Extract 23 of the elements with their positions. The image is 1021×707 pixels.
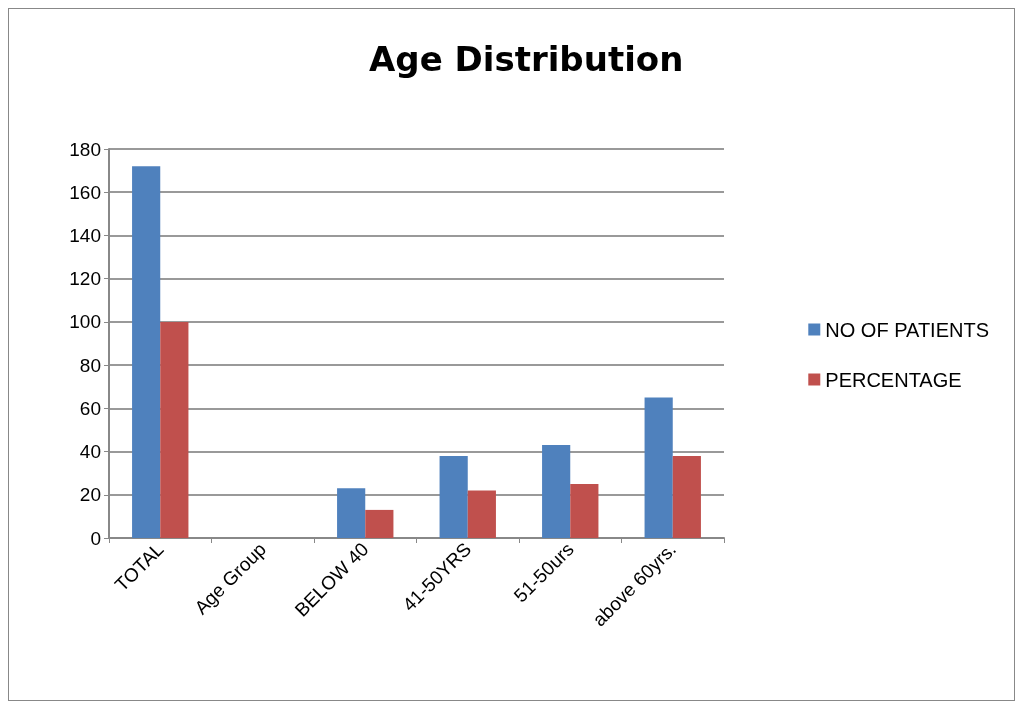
bar [467, 490, 496, 538]
bar [337, 488, 366, 538]
legend-label: NO OF PATIENTS [825, 318, 990, 341]
bar [160, 321, 189, 538]
bar [644, 397, 673, 538]
bar [132, 166, 161, 538]
chart-title: Age Distribution [369, 39, 684, 79]
y-tick-label: 80 [79, 354, 101, 376]
y-tick-label: 20 [79, 484, 101, 506]
y-tick-label: 120 [69, 268, 101, 290]
y-tick-label: 40 [79, 441, 101, 463]
y-tick-label: 140 [69, 224, 101, 246]
y-tick-label: 160 [69, 181, 101, 203]
bar [439, 455, 468, 538]
legend-label: PERCENTAGE [825, 368, 962, 391]
bar [570, 483, 599, 538]
y-tick-label: 180 [69, 138, 101, 160]
bar [365, 509, 394, 538]
y-tick-label: 60 [79, 397, 101, 419]
y-tick-label: 0 [90, 527, 101, 549]
bar [542, 445, 571, 538]
bar [672, 455, 701, 538]
y-tick-label: 100 [69, 311, 101, 333]
